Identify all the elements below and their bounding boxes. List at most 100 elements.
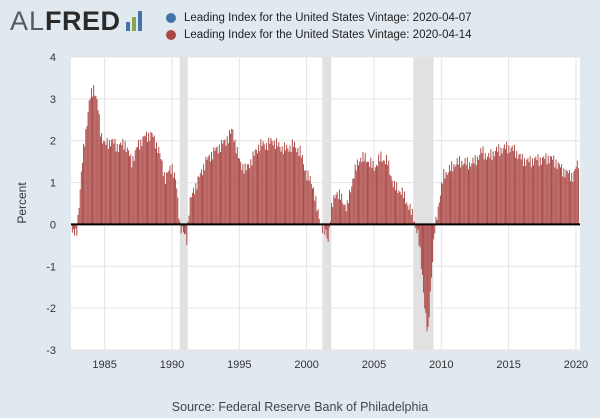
bar <box>420 224 422 269</box>
bar <box>379 161 381 225</box>
bar <box>218 144 220 225</box>
bar <box>512 150 514 225</box>
bar <box>518 154 520 225</box>
bar <box>117 152 119 225</box>
bar <box>419 224 421 248</box>
legend-item-vintage-0407[interactable]: Leading Index for the United States Vint… <box>166 10 472 25</box>
bar <box>515 157 517 225</box>
bar <box>269 143 271 225</box>
bar <box>74 224 76 236</box>
bar <box>141 146 143 225</box>
bar <box>215 147 217 225</box>
bar <box>327 224 329 242</box>
bar <box>226 136 228 225</box>
bar <box>469 162 471 225</box>
bar <box>188 215 190 225</box>
bar <box>221 139 223 225</box>
bar <box>415 224 417 228</box>
bar <box>313 187 315 225</box>
bar <box>456 158 458 225</box>
bar <box>193 187 195 225</box>
bar <box>552 159 554 225</box>
y-axis-label: Percent <box>15 182 29 224</box>
bar <box>173 172 175 225</box>
bar <box>225 145 227 225</box>
bar <box>172 177 174 225</box>
bar <box>271 140 273 225</box>
bar <box>104 141 106 225</box>
bar <box>148 132 150 225</box>
bar <box>546 164 548 225</box>
bar <box>332 207 334 225</box>
bar <box>471 163 473 225</box>
bar <box>570 181 572 225</box>
recession-band <box>179 57 188 350</box>
bar <box>353 178 355 225</box>
bar <box>198 177 200 225</box>
bar <box>263 144 265 225</box>
bar <box>116 143 118 225</box>
bar <box>343 205 345 225</box>
bar <box>166 172 168 225</box>
bar <box>491 160 493 225</box>
bar <box>388 160 390 225</box>
bar <box>96 99 98 225</box>
bar <box>474 155 476 225</box>
bar <box>498 144 500 225</box>
bar <box>118 144 120 225</box>
bar <box>223 140 225 225</box>
bar <box>540 164 542 225</box>
bar <box>113 143 115 225</box>
bar <box>424 224 426 309</box>
bar <box>428 224 430 318</box>
bar <box>493 156 495 225</box>
bar <box>295 147 297 225</box>
bar <box>360 157 362 225</box>
bar <box>492 151 494 225</box>
bar <box>132 155 134 225</box>
bar <box>380 151 382 225</box>
bar <box>163 171 165 225</box>
bar <box>72 224 74 230</box>
bar <box>347 203 349 225</box>
bar <box>344 204 346 225</box>
bar <box>92 96 94 225</box>
bar <box>186 224 188 246</box>
fred-logo[interactable]: AL FRED <box>10 6 142 36</box>
bar <box>171 164 173 225</box>
bar <box>317 208 319 225</box>
bar <box>273 140 275 225</box>
bar <box>265 143 267 225</box>
bar <box>200 169 202 225</box>
legend-item-vintage-0414[interactable]: Leading Index for the United States Vint… <box>166 27 472 42</box>
bar <box>298 156 300 225</box>
bar <box>196 189 198 225</box>
bar <box>337 199 339 225</box>
bar <box>526 159 528 225</box>
bar <box>153 135 155 225</box>
bar <box>177 197 179 225</box>
bar <box>175 179 177 225</box>
bar <box>86 126 88 225</box>
bar <box>157 152 159 225</box>
bar <box>489 157 491 225</box>
bar <box>232 129 234 225</box>
bar <box>411 208 413 225</box>
bar <box>208 154 210 225</box>
bar <box>264 149 266 225</box>
x-tick-label: 2020 <box>564 359 588 371</box>
bar <box>169 165 171 225</box>
bar <box>398 190 400 225</box>
bar <box>399 191 401 225</box>
bar <box>429 224 431 292</box>
bar <box>282 154 284 225</box>
bar <box>248 164 249 225</box>
bar <box>573 171 575 225</box>
bar <box>377 166 379 225</box>
bar <box>401 187 403 225</box>
bar <box>545 153 547 225</box>
bar <box>517 159 519 225</box>
bar <box>519 153 521 225</box>
bar <box>354 164 356 225</box>
bar <box>409 203 411 225</box>
